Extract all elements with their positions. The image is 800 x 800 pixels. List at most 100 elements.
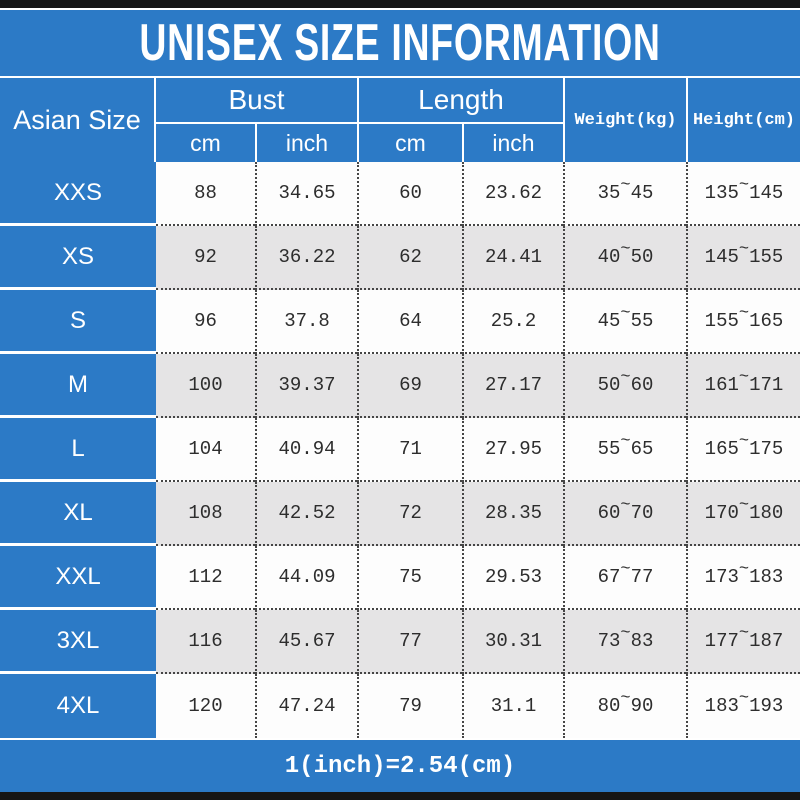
table-row: L 104 40.94 71 27.95 55 ~ 65 165 ~ 175: [0, 418, 800, 482]
weight-range-cell: 40 ~ 50: [563, 226, 686, 290]
height-range-cell: 183 ~ 193: [686, 674, 800, 738]
tilde-icon: ~: [620, 303, 631, 323]
weight-max: 60: [630, 374, 654, 396]
tilde-icon: ~: [738, 367, 750, 387]
weight-range-cell: 73 ~ 83: [563, 610, 686, 674]
height-range-cell: 161 ~ 171: [686, 354, 800, 418]
bust-inch-cell: 47.24: [255, 674, 357, 738]
weight-min: 35: [597, 182, 621, 204]
bust-cm-cell: 120: [156, 674, 255, 738]
tilde-icon: ~: [738, 688, 750, 708]
tilde-icon: ~: [738, 495, 750, 515]
col-header-weight: Weight(kg): [563, 78, 686, 162]
conversion-note: 1(inch)=2.54(cm): [284, 752, 516, 780]
length-inch-cell: 31.1: [462, 674, 563, 738]
height-min: 183: [704, 695, 739, 717]
height-max: 175: [749, 438, 784, 460]
table-row: 3XL 116 45.67 77 30.31 73 ~ 83 177 ~ 187: [0, 610, 800, 674]
col-group-bust: Bust: [156, 78, 357, 124]
length-cm-cell: 60: [357, 162, 462, 226]
table-row: XS 92 36.22 62 24.41 40 ~ 50 145 ~ 155: [0, 226, 800, 290]
size-cell: XXS: [0, 162, 156, 226]
bust-cm-cell: 112: [156, 546, 255, 610]
bust-cm-cell: 116: [156, 610, 255, 674]
height-min: 145: [704, 246, 739, 268]
weight-range-cell: 67 ~ 77: [563, 546, 686, 610]
weight-range-cell: 35 ~ 45: [563, 162, 686, 226]
top-frame-bar: [0, 0, 800, 8]
height-min: 170: [704, 502, 739, 524]
col-header-height: Height(cm): [686, 78, 800, 162]
weight-min: 40: [597, 246, 621, 268]
length-inch-cell: 25.2: [462, 290, 563, 354]
length-inch-cell: 30.31: [462, 610, 563, 674]
table-row: 4XL 120 47.24 79 31.1 80 ~ 90 183 ~ 193: [0, 674, 800, 738]
height-range-cell: 170 ~ 180: [686, 482, 800, 546]
bust-inch-cell: 44.09: [255, 546, 357, 610]
tilde-icon: ~: [738, 431, 750, 451]
weight-max: 83: [630, 630, 654, 652]
height-min: 177: [704, 630, 739, 652]
length-inch-cell: 23.62: [462, 162, 563, 226]
height-range-cell: 177 ~ 187: [686, 610, 800, 674]
weight-min: 73: [597, 630, 621, 652]
bust-cm-cell: 96: [156, 290, 255, 354]
weight-max: 70: [630, 502, 654, 524]
height-range-cell: 165 ~ 175: [686, 418, 800, 482]
size-cell: S: [0, 290, 156, 354]
bust-inch-cell: 42.52: [255, 482, 357, 546]
height-max: 187: [749, 630, 784, 652]
length-inch-cell: 27.95: [462, 418, 563, 482]
height-max: 171: [749, 374, 784, 396]
length-cm-cell: 69: [357, 354, 462, 418]
height-max: 183: [749, 566, 784, 588]
weight-max: 77: [630, 566, 654, 588]
tilde-icon: ~: [620, 495, 631, 515]
title-band: UNISEX SIZE INFORMATION: [0, 10, 800, 76]
weight-max: 90: [630, 695, 654, 717]
divider: [0, 738, 800, 740]
table-header: Asian Size Bust Length cm inch cm inch W…: [0, 78, 800, 162]
weight-min: 50: [597, 374, 621, 396]
divider: [0, 76, 800, 78]
page-title: UNISEX SIZE INFORMATION: [139, 14, 661, 72]
height-min: 135: [704, 182, 739, 204]
tilde-icon: ~: [738, 559, 750, 579]
weight-min: 55: [597, 438, 621, 460]
bottom-frame-bar: [0, 792, 800, 800]
size-cell: 4XL: [0, 674, 156, 738]
tilde-icon: ~: [620, 688, 631, 708]
weight-min: 45: [597, 310, 621, 332]
tilde-icon: ~: [738, 175, 750, 195]
height-min: 173: [704, 566, 739, 588]
height-range-cell: 173 ~ 183: [686, 546, 800, 610]
length-inch-cell: 29.53: [462, 546, 563, 610]
table-row: XXL 112 44.09 75 29.53 67 ~ 77 173 ~ 183: [0, 546, 800, 610]
bust-cm-cell: 92: [156, 226, 255, 290]
length-inch-cell: 27.17: [462, 354, 563, 418]
size-cell: 3XL: [0, 610, 156, 674]
tilde-icon: ~: [738, 239, 750, 259]
size-cell: XXL: [0, 546, 156, 610]
length-cm-cell: 75: [357, 546, 462, 610]
table-row: XL 108 42.52 72 28.35 60 ~ 70 170 ~ 180: [0, 482, 800, 546]
weight-range-cell: 50 ~ 60: [563, 354, 686, 418]
weight-min: 67: [597, 566, 621, 588]
bust-inch-cell: 37.8: [255, 290, 357, 354]
bust-inch-cell: 39.37: [255, 354, 357, 418]
bust-inch-cell: 34.65: [255, 162, 357, 226]
length-inch-cell: 28.35: [462, 482, 563, 546]
bust-inch-cell: 36.22: [255, 226, 357, 290]
table-row: M 100 39.37 69 27.17 50 ~ 60 161 ~ 171: [0, 354, 800, 418]
weight-max: 55: [630, 310, 654, 332]
height-range-cell: 135 ~ 145: [686, 162, 800, 226]
tilde-icon: ~: [620, 559, 631, 579]
col-group-length: Length: [357, 78, 563, 124]
height-min: 161: [704, 374, 739, 396]
col-header-bust-inch: inch: [255, 124, 357, 162]
tilde-icon: ~: [620, 239, 631, 259]
bust-cm-cell: 100: [156, 354, 255, 418]
length-cm-cell: 71: [357, 418, 462, 482]
height-max: 145: [749, 182, 784, 204]
weight-range-cell: 80 ~ 90: [563, 674, 686, 738]
